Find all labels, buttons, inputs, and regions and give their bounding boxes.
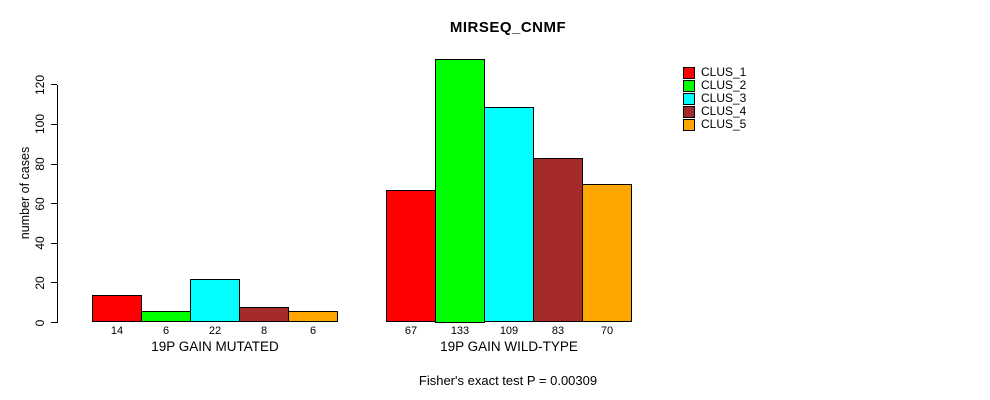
legend-item: CLUS_3: [683, 92, 746, 105]
y-axis-title: number of cases: [18, 146, 32, 240]
y-tick-mark: [51, 203, 57, 205]
bar-clus_1-group1: [92, 294, 142, 323]
y-tick-label: 20: [33, 276, 47, 290]
y-axis-line: [57, 85, 58, 323]
bar-value-label: 109: [499, 325, 519, 337]
legend-label: CLUS_5: [701, 117, 747, 131]
y-tick-mark: [51, 84, 57, 86]
y-tick-label: 120: [33, 74, 47, 95]
bar-clus_5-group1: [288, 310, 338, 323]
legend-swatch-icon: [683, 92, 695, 105]
bar-clus_4-group2: [533, 158, 583, 323]
bar-value-label: 83: [551, 325, 565, 337]
legend-swatch-icon: [683, 79, 695, 92]
y-tick-label: 60: [33, 196, 47, 211]
legend-label: CLUS_2: [701, 78, 747, 92]
bar-value-label: 67: [404, 325, 418, 337]
bar-value-label: 70: [600, 325, 614, 337]
chart-title: MIRSEQ_CNMF: [449, 19, 567, 36]
group-label-wild-type: 19P GAIN WILD-TYPE: [440, 339, 578, 354]
legend-swatch-icon: [683, 118, 695, 131]
legend: CLUS_1 CLUS_2 CLUS_3 CLUS_4 CLUS_5: [683, 66, 746, 131]
legend-label: CLUS_3: [701, 91, 747, 105]
group-label-mutated: 19P GAIN MUTATED: [151, 339, 279, 354]
bar-value-label: 8: [260, 325, 268, 337]
y-tick-mark: [51, 123, 57, 125]
y-tick-mark: [51, 322, 57, 323]
legend-item: CLUS_2: [683, 79, 746, 92]
y-tick-mark: [51, 242, 57, 244]
bar-value-label: 6: [162, 325, 170, 337]
legend-item: CLUS_4: [683, 105, 746, 118]
legend-label: CLUS_4: [701, 104, 747, 118]
bar-value-label: 14: [110, 325, 124, 337]
bar-clus_4-group1: [239, 306, 289, 323]
bar-value-label: 133: [450, 325, 470, 337]
y-tick-label: 0: [33, 319, 47, 326]
bar-clus_2-group1: [141, 310, 191, 323]
legend-item: CLUS_1: [683, 66, 746, 79]
y-tick-label: 80: [33, 157, 47, 171]
legend-item: CLUS_5: [683, 118, 746, 131]
y-tick-mark: [51, 282, 57, 284]
legend-label: CLUS_1: [701, 65, 747, 79]
fisher-test-pvalue: Fisher's exact test P = 0.00309: [418, 373, 598, 388]
bar-value-label: 6: [309, 325, 317, 337]
bar-clus_3-group1: [190, 278, 240, 323]
legend-swatch-icon: [683, 105, 695, 118]
bar-clus_2-group2: [435, 59, 485, 323]
bar-clus_5-group2: [582, 183, 632, 323]
y-tick-mark: [51, 163, 57, 165]
bar-clus_1-group2: [386, 189, 436, 323]
bar-clus_3-group2: [484, 106, 534, 323]
legend-swatch-icon: [683, 66, 695, 79]
y-tick-label: 100: [33, 114, 47, 135]
bar-value-label: 22: [208, 325, 222, 337]
y-tick-label: 40: [33, 236, 47, 250]
